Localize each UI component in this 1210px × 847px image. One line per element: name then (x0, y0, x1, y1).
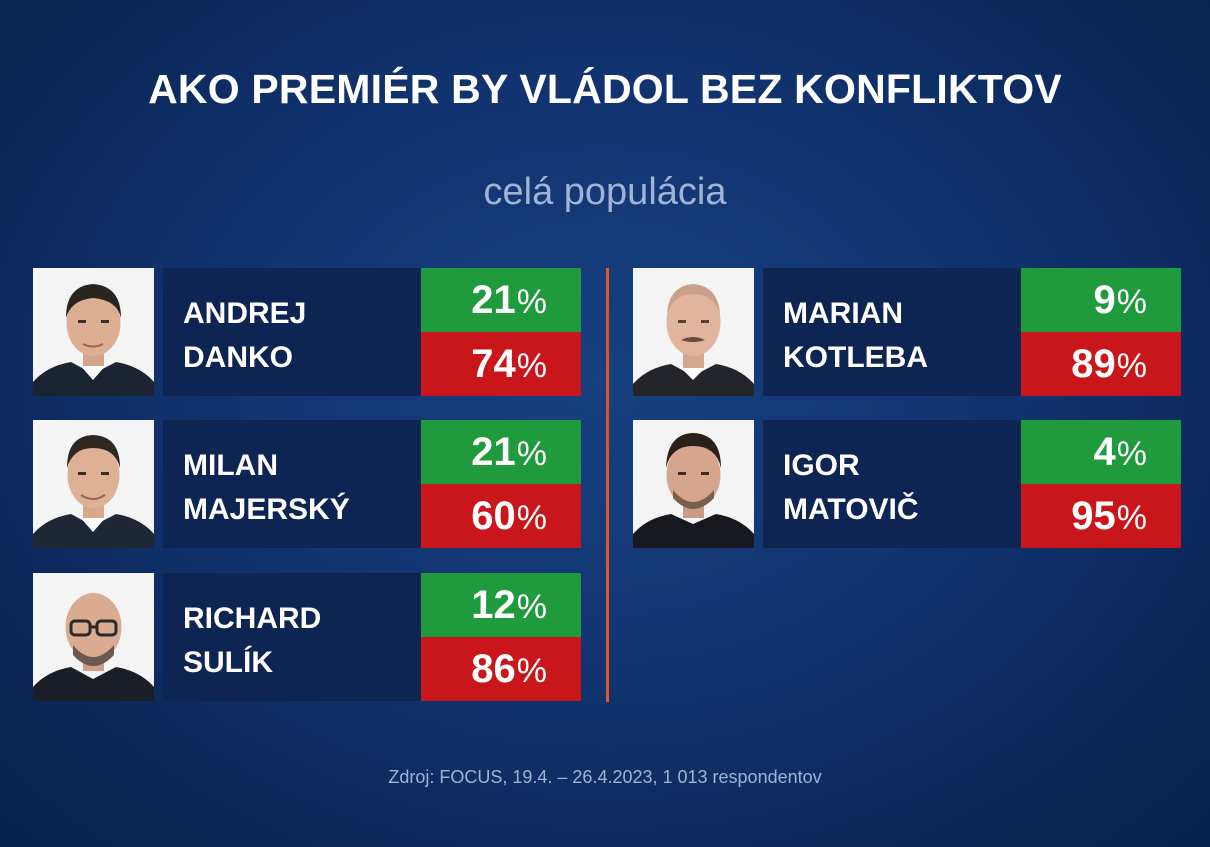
positive-value: 21% (421, 268, 581, 332)
candidate-card: MARIAN KOTLEBA 9% 89% (633, 268, 1181, 396)
candidate-name: IGOR MATOVIČ (783, 444, 919, 532)
percent-sign: % (516, 588, 547, 626)
candidate-name: RICHARD SULÍK (183, 597, 321, 685)
candidate-last-name: SULÍK (183, 646, 273, 679)
chart-title: AKO PREMIÉR BY VLÁDOL BEZ KONFLIKTOV (148, 66, 1062, 112)
negative-value-number: 60 (471, 494, 516, 538)
positive-value-number: 21 (471, 278, 516, 322)
candidate-card: MILAN MAJERSKÝ 21% 60% (33, 420, 581, 548)
percent-sign: % (516, 499, 547, 537)
negative-value-number: 95 (1071, 494, 1116, 538)
percent-sign: % (1116, 283, 1147, 321)
candidate-photo (633, 268, 754, 396)
negative-value-number: 89 (1071, 342, 1116, 386)
candidate-last-name: MATOVIČ (783, 493, 919, 526)
percent-sign: % (516, 652, 547, 690)
candidate-name: MARIAN KOTLEBA (783, 292, 928, 380)
candidate-last-name: DANKO (183, 341, 293, 374)
negative-value-number: 74 (471, 342, 516, 386)
candidate-last-name: KOTLEBA (783, 341, 928, 374)
positive-value: 21% (421, 420, 581, 484)
positive-value-number: 4 (1093, 430, 1116, 474)
candidate-card: IGOR MATOVIČ 4% 95% (633, 420, 1181, 548)
candidate-name-box: MARIAN KOTLEBA (763, 268, 1021, 396)
candidate-name-box: RICHARD SULÍK (163, 573, 421, 701)
candidate-photo (33, 268, 154, 396)
negative-value: 95% (1021, 484, 1181, 548)
negative-value: 60% (421, 484, 581, 548)
candidate-first-name: ANDREJ (183, 297, 307, 330)
percent-sign: % (516, 347, 547, 385)
percent-sign: % (516, 283, 547, 321)
positive-value-number: 9 (1093, 278, 1116, 322)
candidate-name: ANDREJ DANKO (183, 292, 306, 380)
candidate-name: MILAN MAJERSKÝ (183, 444, 350, 532)
candidate-photo (33, 420, 154, 548)
candidate-first-name: MILAN (183, 449, 278, 482)
source-note: Zdroj: FOCUS, 19.4. – 26.4.2023, 1 013 r… (388, 767, 822, 787)
negative-value: 86% (421, 637, 581, 701)
candidate-first-name: RICHARD (183, 602, 322, 635)
negative-value: 74% (421, 332, 581, 396)
negative-value-number: 86 (471, 647, 516, 691)
percent-sign: % (1116, 435, 1147, 473)
column-divider (606, 268, 609, 702)
candidate-first-name: MARIAN (783, 297, 903, 330)
negative-value: 89% (1021, 332, 1181, 396)
percent-sign: % (1116, 347, 1147, 385)
positive-value: 9% (1021, 268, 1181, 332)
candidate-card: ANDREJ DANKO 21% 74% (33, 268, 581, 396)
candidate-name-box: IGOR MATOVIČ (763, 420, 1021, 548)
candidate-card: RICHARD SULÍK 12% 86% (33, 573, 581, 701)
chart-subtitle: celá populácia (483, 171, 727, 213)
candidate-photo (33, 573, 154, 701)
candidate-photo (633, 420, 754, 548)
positive-value: 4% (1021, 420, 1181, 484)
candidate-first-name: IGOR (783, 449, 860, 482)
positive-value: 12% (421, 573, 581, 637)
percent-sign: % (1116, 499, 1147, 537)
percent-sign: % (516, 435, 547, 473)
candidate-name-box: ANDREJ DANKO (163, 268, 421, 396)
candidate-name-box: MILAN MAJERSKÝ (163, 420, 421, 548)
positive-value-number: 21 (471, 430, 516, 474)
candidate-last-name: MAJERSKÝ (183, 493, 350, 526)
positive-value-number: 12 (471, 583, 516, 627)
